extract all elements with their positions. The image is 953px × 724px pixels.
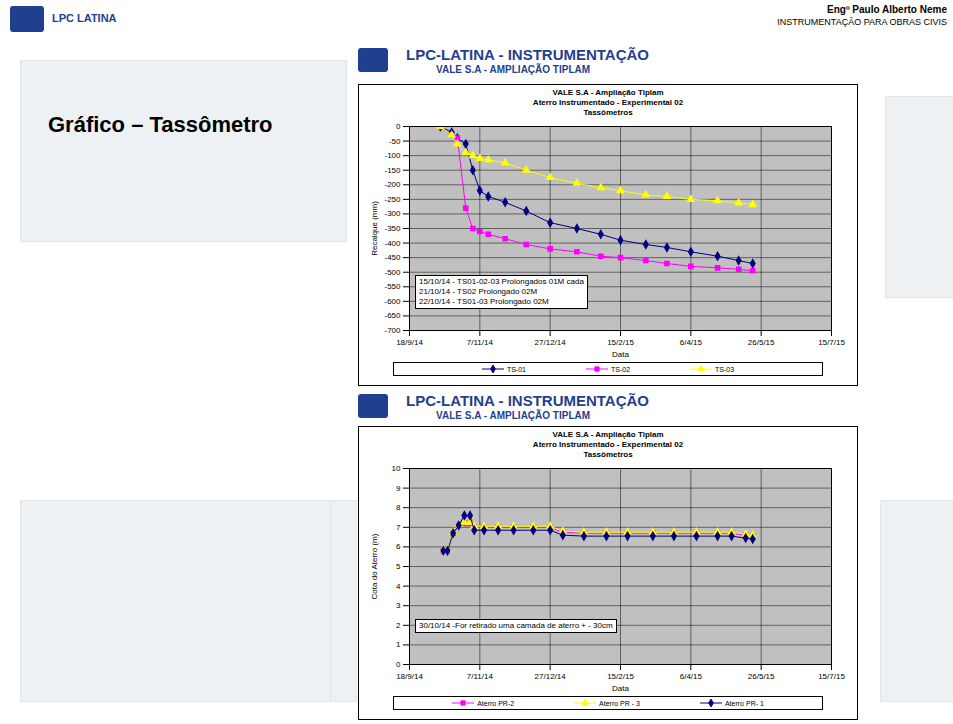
- html-text:30/10/14 -For retirado uma cam: 30/10/14 -For retirado uma camada de ate…: [419, 620, 613, 630]
- html-text:INSTRUMENTAÇÃO PARA OBRAS CIVI: INSTRUMENTAÇÃO PARA OBRAS CIVIS: [777, 17, 947, 27]
- svg-text:-500: -500: [384, 268, 401, 277]
- html-text:22/10/14 - TS01-03 Prolongado: 22/10/14 - TS01-03 Prolongado 02M: [419, 296, 549, 306]
- html-text:LPC LATINA: LPC LATINA: [52, 12, 117, 24]
- svg-text:1: 1: [396, 640, 401, 649]
- html-text:21/10/14 - TS02 Prolongado 02M: 21/10/14 - TS02 Prolongado 02M: [419, 286, 538, 296]
- svg-text:18/9/14: 18/9/14: [396, 338, 423, 347]
- svg-text:15/7/15: 15/7/15: [818, 338, 845, 347]
- html-text:VALE S.A - Ampliação Tiplam: VALE S.A - Ampliação Tiplam: [552, 88, 664, 97]
- html-text:Aterro PR - 3: Aterro PR - 3: [599, 699, 640, 707]
- svg-text:-200: -200: [384, 180, 401, 189]
- html-text:VALE S.A - AMPLIAÇÃO TIPLAM: VALE S.A - AMPLIAÇÃO TIPLAM: [436, 410, 591, 421]
- html-text:TS-02: TS-02: [611, 365, 630, 373]
- svg-text:3: 3: [396, 601, 401, 610]
- svg-text:0: 0: [396, 660, 401, 669]
- svg-text:-700: -700: [384, 326, 401, 335]
- html-text:Aterro PR-2: Aterro PR-2: [477, 699, 515, 707]
- svg-text:15/7/15: 15/7/15: [818, 672, 845, 681]
- svg-text:-150: -150: [384, 166, 401, 175]
- html-text:TS-01: TS-01: [506, 365, 526, 373]
- svg-text:7: 7: [396, 523, 401, 532]
- html-text:LPC-LATINA - INSTRUMENTAÇÃO: LPC-LATINA - INSTRUMENTAÇÃO: [406, 392, 649, 409]
- svg-text:8: 8: [396, 503, 401, 512]
- svg-text:27/12/14: 27/12/14: [535, 672, 567, 681]
- svg-text:5: 5: [396, 562, 401, 571]
- html-text:VALE S.A - Ampliação Tiplam: VALE S.A - Ampliação Tiplam: [552, 430, 664, 439]
- svg-text:15/2/15: 15/2/15: [607, 338, 634, 347]
- html-text:VALE S.A - AMPLIAÇÃO TIPLAM: VALE S.A - AMPLIAÇÃO TIPLAM: [436, 64, 591, 75]
- svg-text:-250: -250: [384, 195, 401, 204]
- svg-text:-100: -100: [384, 151, 401, 160]
- svg-text:-550: -550: [384, 282, 401, 291]
- svg-text:26/5/15: 26/5/15: [748, 338, 775, 347]
- svg-text:-650: -650: [384, 311, 401, 320]
- html-text:Gráfico – Tassômetro: Gráfico – Tassômetro: [48, 112, 273, 137]
- html-text:15/10/14 - TS01-02-03 Prolonga: 15/10/14 - TS01-02-03 Prolongados 01M ca…: [419, 276, 584, 286]
- svg-text:15/2/15: 15/2/15: [607, 672, 634, 681]
- svg-text:6/4/15: 6/4/15: [680, 338, 703, 347]
- svg-text:6/4/15: 6/4/15: [680, 672, 703, 681]
- svg-text:Cota do Aterro (m): Cota do Aterro (m): [370, 533, 379, 599]
- html-text:Tassômetros: Tassômetros: [583, 108, 633, 117]
- svg-text:Data: Data: [612, 684, 629, 693]
- svg-text:0: 0: [396, 122, 401, 131]
- svg-text:7/11/14: 7/11/14: [467, 338, 494, 347]
- svg-text:-400: -400: [384, 239, 401, 248]
- svg-text:7/11/14: 7/11/14: [467, 672, 494, 681]
- html-text:Engº Paulo Alberto Neme: Engº Paulo Alberto Neme: [827, 4, 947, 15]
- svg-text:-300: -300: [384, 209, 401, 218]
- html-text:TS-03: TS-03: [715, 365, 735, 373]
- svg-text:6: 6: [396, 542, 401, 551]
- svg-text:Data: Data: [612, 350, 629, 359]
- svg-text:26/5/15: 26/5/15: [748, 672, 775, 681]
- svg-text:-50: -50: [389, 137, 401, 146]
- svg-text:-450: -450: [384, 253, 401, 262]
- html-text:LPC-LATINA - INSTRUMENTAÇÃO: LPC-LATINA - INSTRUMENTAÇÃO: [406, 46, 649, 63]
- svg-text:2: 2: [396, 621, 401, 630]
- svg-text:-600: -600: [384, 297, 401, 306]
- svg-text:4: 4: [396, 582, 401, 591]
- html-text:Aterro Instrumentado - Experim: Aterro Instrumentado - Experimental 02: [532, 98, 684, 107]
- svg-text:18/9/14: 18/9/14: [396, 672, 423, 681]
- svg-text:Recalque (mm): Recalque (mm): [370, 201, 379, 256]
- html-text:Aterro PR- 1: Aterro PR- 1: [725, 699, 764, 707]
- svg-text:-350: -350: [384, 224, 401, 233]
- html-text:Aterro Instrumentado - Experim: Aterro Instrumentado - Experimental 02: [532, 440, 684, 449]
- html-text:Tassômetros: Tassômetros: [583, 450, 633, 459]
- svg-text:27/12/14: 27/12/14: [535, 338, 567, 347]
- svg-text:10: 10: [392, 464, 401, 473]
- svg-text:9: 9: [396, 484, 401, 493]
